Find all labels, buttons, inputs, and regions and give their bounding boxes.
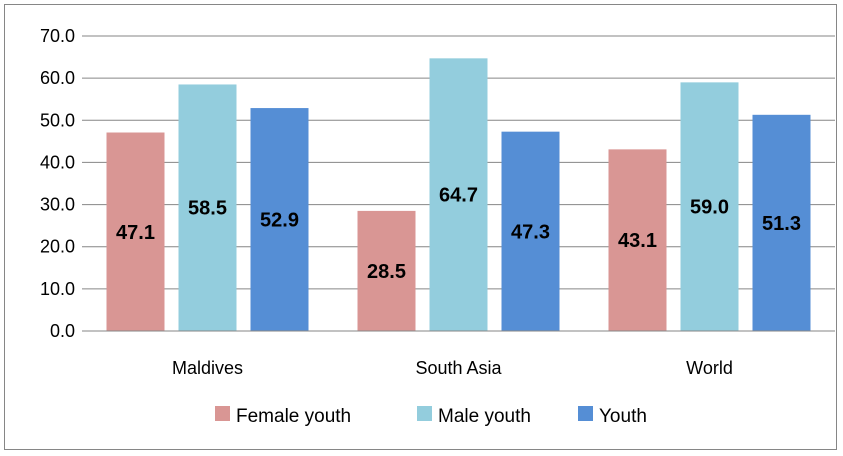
data-label: 51.3	[762, 213, 801, 235]
y-axis-tick-labels: 0.0 10.0 20.0 30.0 40.0 50.0 60.0 70.0	[40, 26, 75, 341]
bar-youth-maldives	[250, 108, 309, 331]
data-label: 43.1	[618, 230, 657, 252]
legend-swatch	[215, 406, 230, 421]
data-label: 64.7	[439, 185, 478, 207]
data-label: 47.3	[511, 221, 550, 243]
data-labels: 47.1 58.5 52.9 28.5 64.7 47.3 43.1 59.0 51.3	[116, 185, 801, 283]
bar-male-youth-south-asia	[429, 58, 488, 331]
data-label: 52.9	[260, 210, 299, 232]
y-tick-label: 40.0	[40, 152, 75, 172]
bar-youth-south-asia	[501, 131, 560, 331]
legend-item-youth: Youth	[578, 406, 647, 427]
legend-label: Youth	[599, 406, 647, 427]
x-tick-label: South Asia	[415, 358, 502, 378]
y-tick-label: 20.0	[40, 237, 75, 257]
y-tick-label: 30.0	[40, 195, 75, 215]
y-tick-label: 50.0	[40, 110, 75, 130]
x-tick-label: Maldives	[172, 358, 243, 378]
y-tick-label: 60.0	[40, 68, 75, 88]
y-tick-label: 70.0	[40, 26, 75, 46]
y-tick-label: 0.0	[50, 321, 75, 341]
legend-swatch	[578, 406, 593, 421]
legend-label: Female youth	[236, 406, 351, 427]
data-label: 47.1	[116, 222, 155, 244]
legend-item-female-youth: Female youth	[215, 406, 351, 427]
bars	[106, 58, 811, 331]
bar-youth-world	[752, 114, 811, 331]
bar-male-youth-maldives	[178, 84, 237, 331]
data-label: 59.0	[690, 197, 729, 219]
bar-female-youth-world	[608, 149, 667, 331]
bar-female-youth-south-asia	[357, 210, 416, 331]
data-label: 58.5	[188, 198, 227, 220]
bar-female-youth-maldives	[106, 132, 165, 331]
x-tick-label: World	[686, 358, 733, 378]
legend-swatch	[417, 406, 432, 421]
data-label: 28.5	[367, 261, 406, 283]
bar-male-youth-world	[680, 82, 739, 331]
y-tick-label: 10.0	[40, 279, 75, 299]
legend-label: Male youth	[438, 406, 531, 427]
x-axis-tick-labels: Maldives South Asia World	[172, 358, 733, 378]
legend-item-male-youth: Male youth	[417, 406, 531, 427]
legend: Female youth Male youth Youth	[215, 406, 647, 427]
